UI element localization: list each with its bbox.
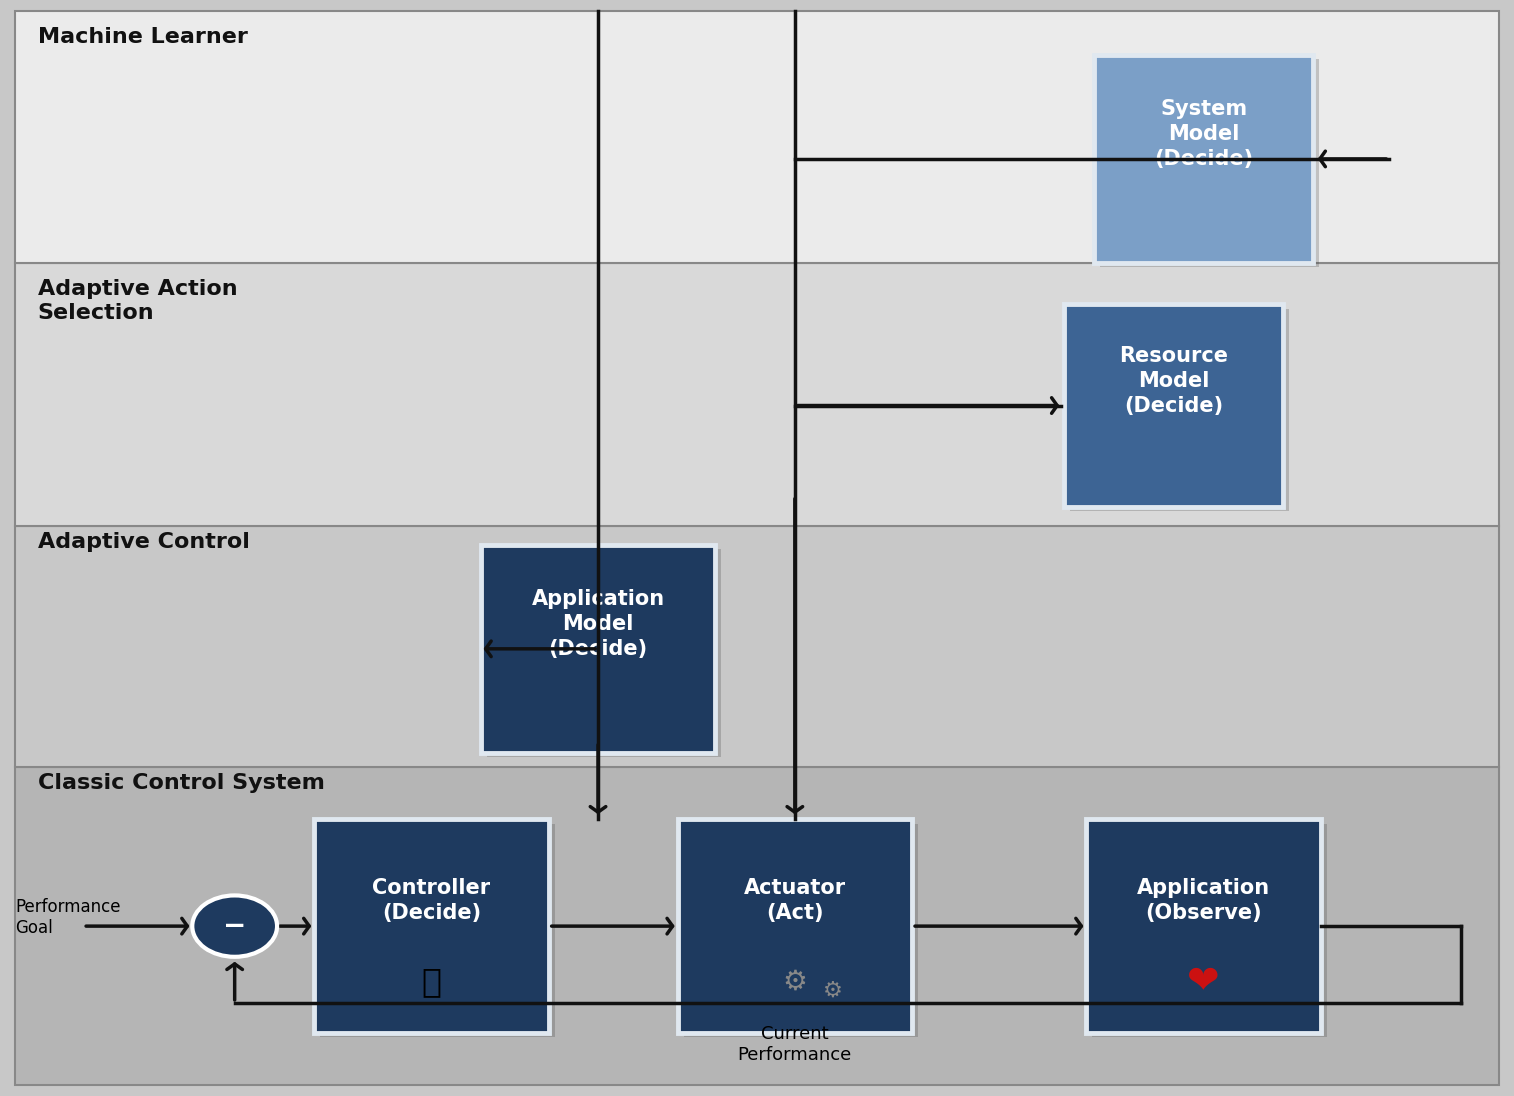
FancyBboxPatch shape	[488, 549, 722, 757]
Text: Actuator
(Act): Actuator (Act)	[743, 878, 846, 923]
FancyBboxPatch shape	[313, 820, 548, 1032]
FancyBboxPatch shape	[1063, 305, 1284, 506]
FancyBboxPatch shape	[1093, 55, 1314, 263]
Text: Controller
(Decide): Controller (Decide)	[372, 878, 491, 923]
Circle shape	[192, 895, 277, 957]
Text: Classic Control System: Classic Control System	[38, 773, 324, 792]
FancyBboxPatch shape	[15, 767, 1499, 1085]
Text: Machine Learner: Machine Learner	[38, 27, 248, 47]
FancyBboxPatch shape	[1087, 820, 1320, 1032]
FancyBboxPatch shape	[678, 820, 911, 1032]
FancyBboxPatch shape	[1093, 824, 1328, 1037]
Text: Current
Performance: Current Performance	[737, 1025, 852, 1064]
FancyBboxPatch shape	[1069, 309, 1290, 511]
Text: Adaptive Action
Selection: Adaptive Action Selection	[38, 279, 238, 322]
Text: Adaptive Control: Adaptive Control	[38, 532, 250, 551]
FancyBboxPatch shape	[15, 263, 1499, 526]
FancyBboxPatch shape	[15, 526, 1499, 767]
Text: ⚙: ⚙	[783, 968, 807, 995]
Text: ⚙: ⚙	[822, 980, 843, 1001]
FancyBboxPatch shape	[319, 824, 554, 1037]
Text: Performance
Goal: Performance Goal	[15, 898, 121, 937]
FancyBboxPatch shape	[684, 824, 917, 1037]
Text: ❤: ❤	[1187, 962, 1220, 1001]
FancyBboxPatch shape	[481, 545, 716, 753]
FancyBboxPatch shape	[15, 11, 1499, 263]
Text: Resource
Model
(Decide): Resource Model (Decide)	[1119, 346, 1228, 416]
Text: −: −	[223, 912, 247, 940]
Text: Application
(Observe): Application (Observe)	[1137, 878, 1270, 923]
Text: 💡: 💡	[421, 966, 442, 998]
Text: System
Model
(Decide): System Model (Decide)	[1154, 99, 1254, 169]
FancyBboxPatch shape	[1099, 59, 1320, 267]
Text: Application
Model
(Decide): Application Model (Decide)	[531, 589, 665, 659]
